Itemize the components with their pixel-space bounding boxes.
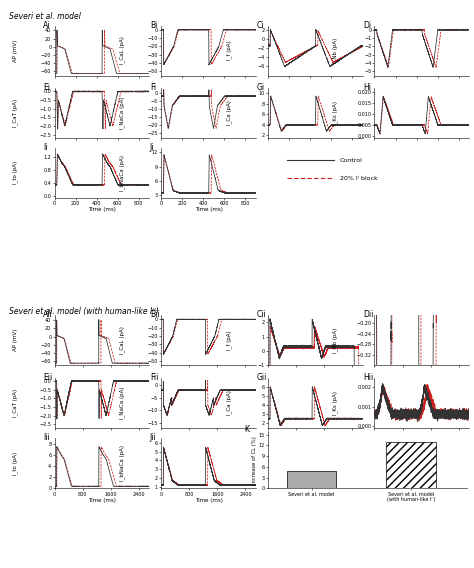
Y-axis label: AP (mV): AP (mV) (13, 39, 18, 62)
Y-axis label: I_bNaCa (pA): I_bNaCa (pA) (119, 154, 125, 191)
Text: Jii: Jii (150, 433, 156, 442)
Text: Severi et al. model (with human-like Iᴴ): Severi et al. model (with human-like Iᴴ) (9, 307, 159, 316)
Text: Bii: Bii (150, 310, 159, 319)
Text: Gii: Gii (256, 373, 267, 382)
Y-axis label: I_CaT (pA): I_CaT (pA) (13, 99, 18, 127)
Y-axis label: I_f (pA): I_f (pA) (226, 41, 232, 60)
Bar (386, 442, 436, 488)
Text: Ci: Ci (256, 20, 264, 30)
Y-axis label: AP (mV): AP (mV) (13, 329, 18, 352)
Text: Ji: Ji (150, 143, 154, 152)
Text: 20% Iⁱ block: 20% Iⁱ block (340, 176, 378, 181)
Y-axis label: I_Ca (pA): I_Ca (pA) (226, 101, 232, 126)
Y-axis label: I_Nb (pA): I_Nb (pA) (333, 38, 338, 63)
Y-axis label: I_Ca (pA): I_Ca (pA) (226, 390, 232, 415)
Text: Severi et al. model: Severi et al. model (9, 12, 82, 22)
Y-axis label: I_NaCa (pA): I_NaCa (pA) (119, 97, 125, 130)
Text: Eii: Eii (43, 373, 53, 382)
Text: Hii: Hii (363, 373, 374, 382)
Y-axis label: I_CaT (pA): I_CaT (pA) (13, 389, 18, 417)
Y-axis label: I_Nb (pA): I_Nb (pA) (333, 328, 338, 353)
Text: Fii: Fii (150, 373, 158, 382)
X-axis label: Time (ms): Time (ms) (88, 498, 116, 503)
Y-axis label: I_NaCa (pA): I_NaCa (pA) (119, 386, 125, 419)
Text: Gi: Gi (256, 83, 264, 92)
Y-axis label: I_to (pA): I_to (pA) (13, 452, 18, 475)
Text: K: K (244, 425, 249, 435)
Y-axis label: I_f (pA): I_f (pA) (226, 331, 232, 350)
Text: Iii: Iii (43, 433, 50, 442)
Y-axis label: I_CaL (pA): I_CaL (pA) (119, 326, 125, 354)
X-axis label: Time (ms): Time (ms) (195, 207, 222, 212)
X-axis label: Time (ms): Time (ms) (195, 498, 222, 503)
X-axis label: Time (ms): Time (ms) (88, 207, 116, 212)
Text: Ei: Ei (43, 83, 50, 92)
Y-axis label: I_Ks (pA): I_Ks (pA) (333, 391, 338, 415)
Bar (287, 470, 337, 488)
Y-axis label: I_Ks (pA): I_Ks (pA) (333, 101, 338, 125)
Text: Control: Control (340, 158, 363, 163)
Text: Bi: Bi (150, 20, 157, 30)
Text: Dii: Dii (363, 310, 374, 319)
Text: Di: Di (363, 20, 371, 30)
Y-axis label: I_bNaCa (pA): I_bNaCa (pA) (119, 445, 125, 482)
Y-axis label: I_CaL (pA): I_CaL (pA) (119, 36, 125, 65)
Text: Aii: Aii (43, 310, 53, 319)
Y-axis label: I_to (pA): I_to (pA) (13, 161, 18, 184)
Text: Hi: Hi (363, 83, 371, 92)
Text: Ai: Ai (43, 20, 51, 30)
Y-axis label: Increase of CL (%): Increase of CL (%) (252, 436, 257, 484)
Text: Ii: Ii (43, 143, 47, 152)
Text: Fi: Fi (150, 83, 156, 92)
Text: Cii: Cii (256, 310, 266, 319)
